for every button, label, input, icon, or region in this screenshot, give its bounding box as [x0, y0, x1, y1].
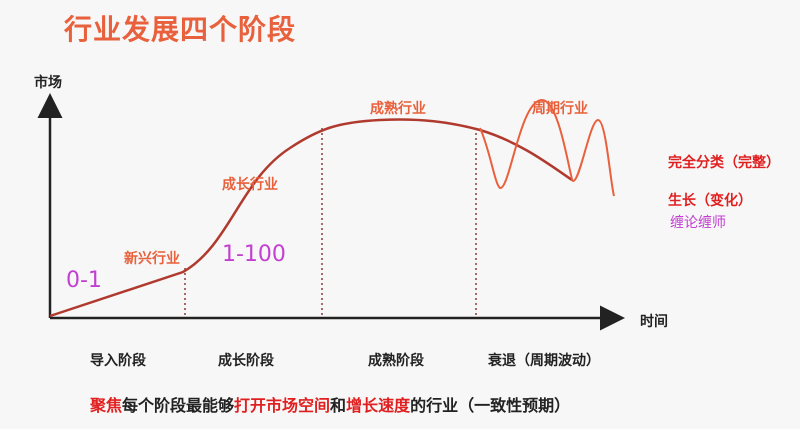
bottom-text-and: 和	[330, 396, 347, 415]
label-emerging: 新兴行业	[124, 251, 180, 267]
bottom-text-focus: 聚焦	[90, 396, 123, 415]
stage-growth: 成长阶段	[218, 353, 274, 369]
bottom-summary: 聚焦每个阶段最能够打开市场空间和增长速度的行业（一致性预期）	[90, 392, 570, 416]
cyclical-wave	[479, 98, 615, 197]
bottom-text-end: 的行业（一致性预期）	[410, 396, 571, 415]
x-axis-label: 时间	[640, 314, 668, 330]
bottom-text-part2: 每个阶段最能够	[122, 396, 235, 415]
number-one-to-hundred: 1-100	[222, 242, 286, 267]
label-cyclical: 周期行业	[532, 101, 588, 117]
stage-decline: 衰退（周期波动）	[488, 353, 600, 369]
side-note-complete: 完全分类（完整）	[668, 155, 780, 171]
lifecycle-curve	[49, 118, 573, 318]
bottom-text-speed: 增长速度	[346, 396, 411, 415]
y-axis-label: 市场	[34, 75, 62, 91]
number-zero-to-one: 0-1	[66, 268, 102, 293]
stage-introduction: 导入阶段	[90, 353, 146, 369]
stage-mature: 成熟阶段	[368, 353, 424, 369]
page-title: 行业发展四个阶段	[64, 13, 297, 46]
bottom-text-market: 打开市场空间	[234, 396, 331, 415]
side-note-growth: 生长（变化）	[668, 193, 752, 209]
side-note-author: 缠论缠师	[670, 215, 726, 231]
label-mature: 成熟行业	[370, 101, 426, 117]
label-growth: 成长行业	[222, 177, 278, 193]
